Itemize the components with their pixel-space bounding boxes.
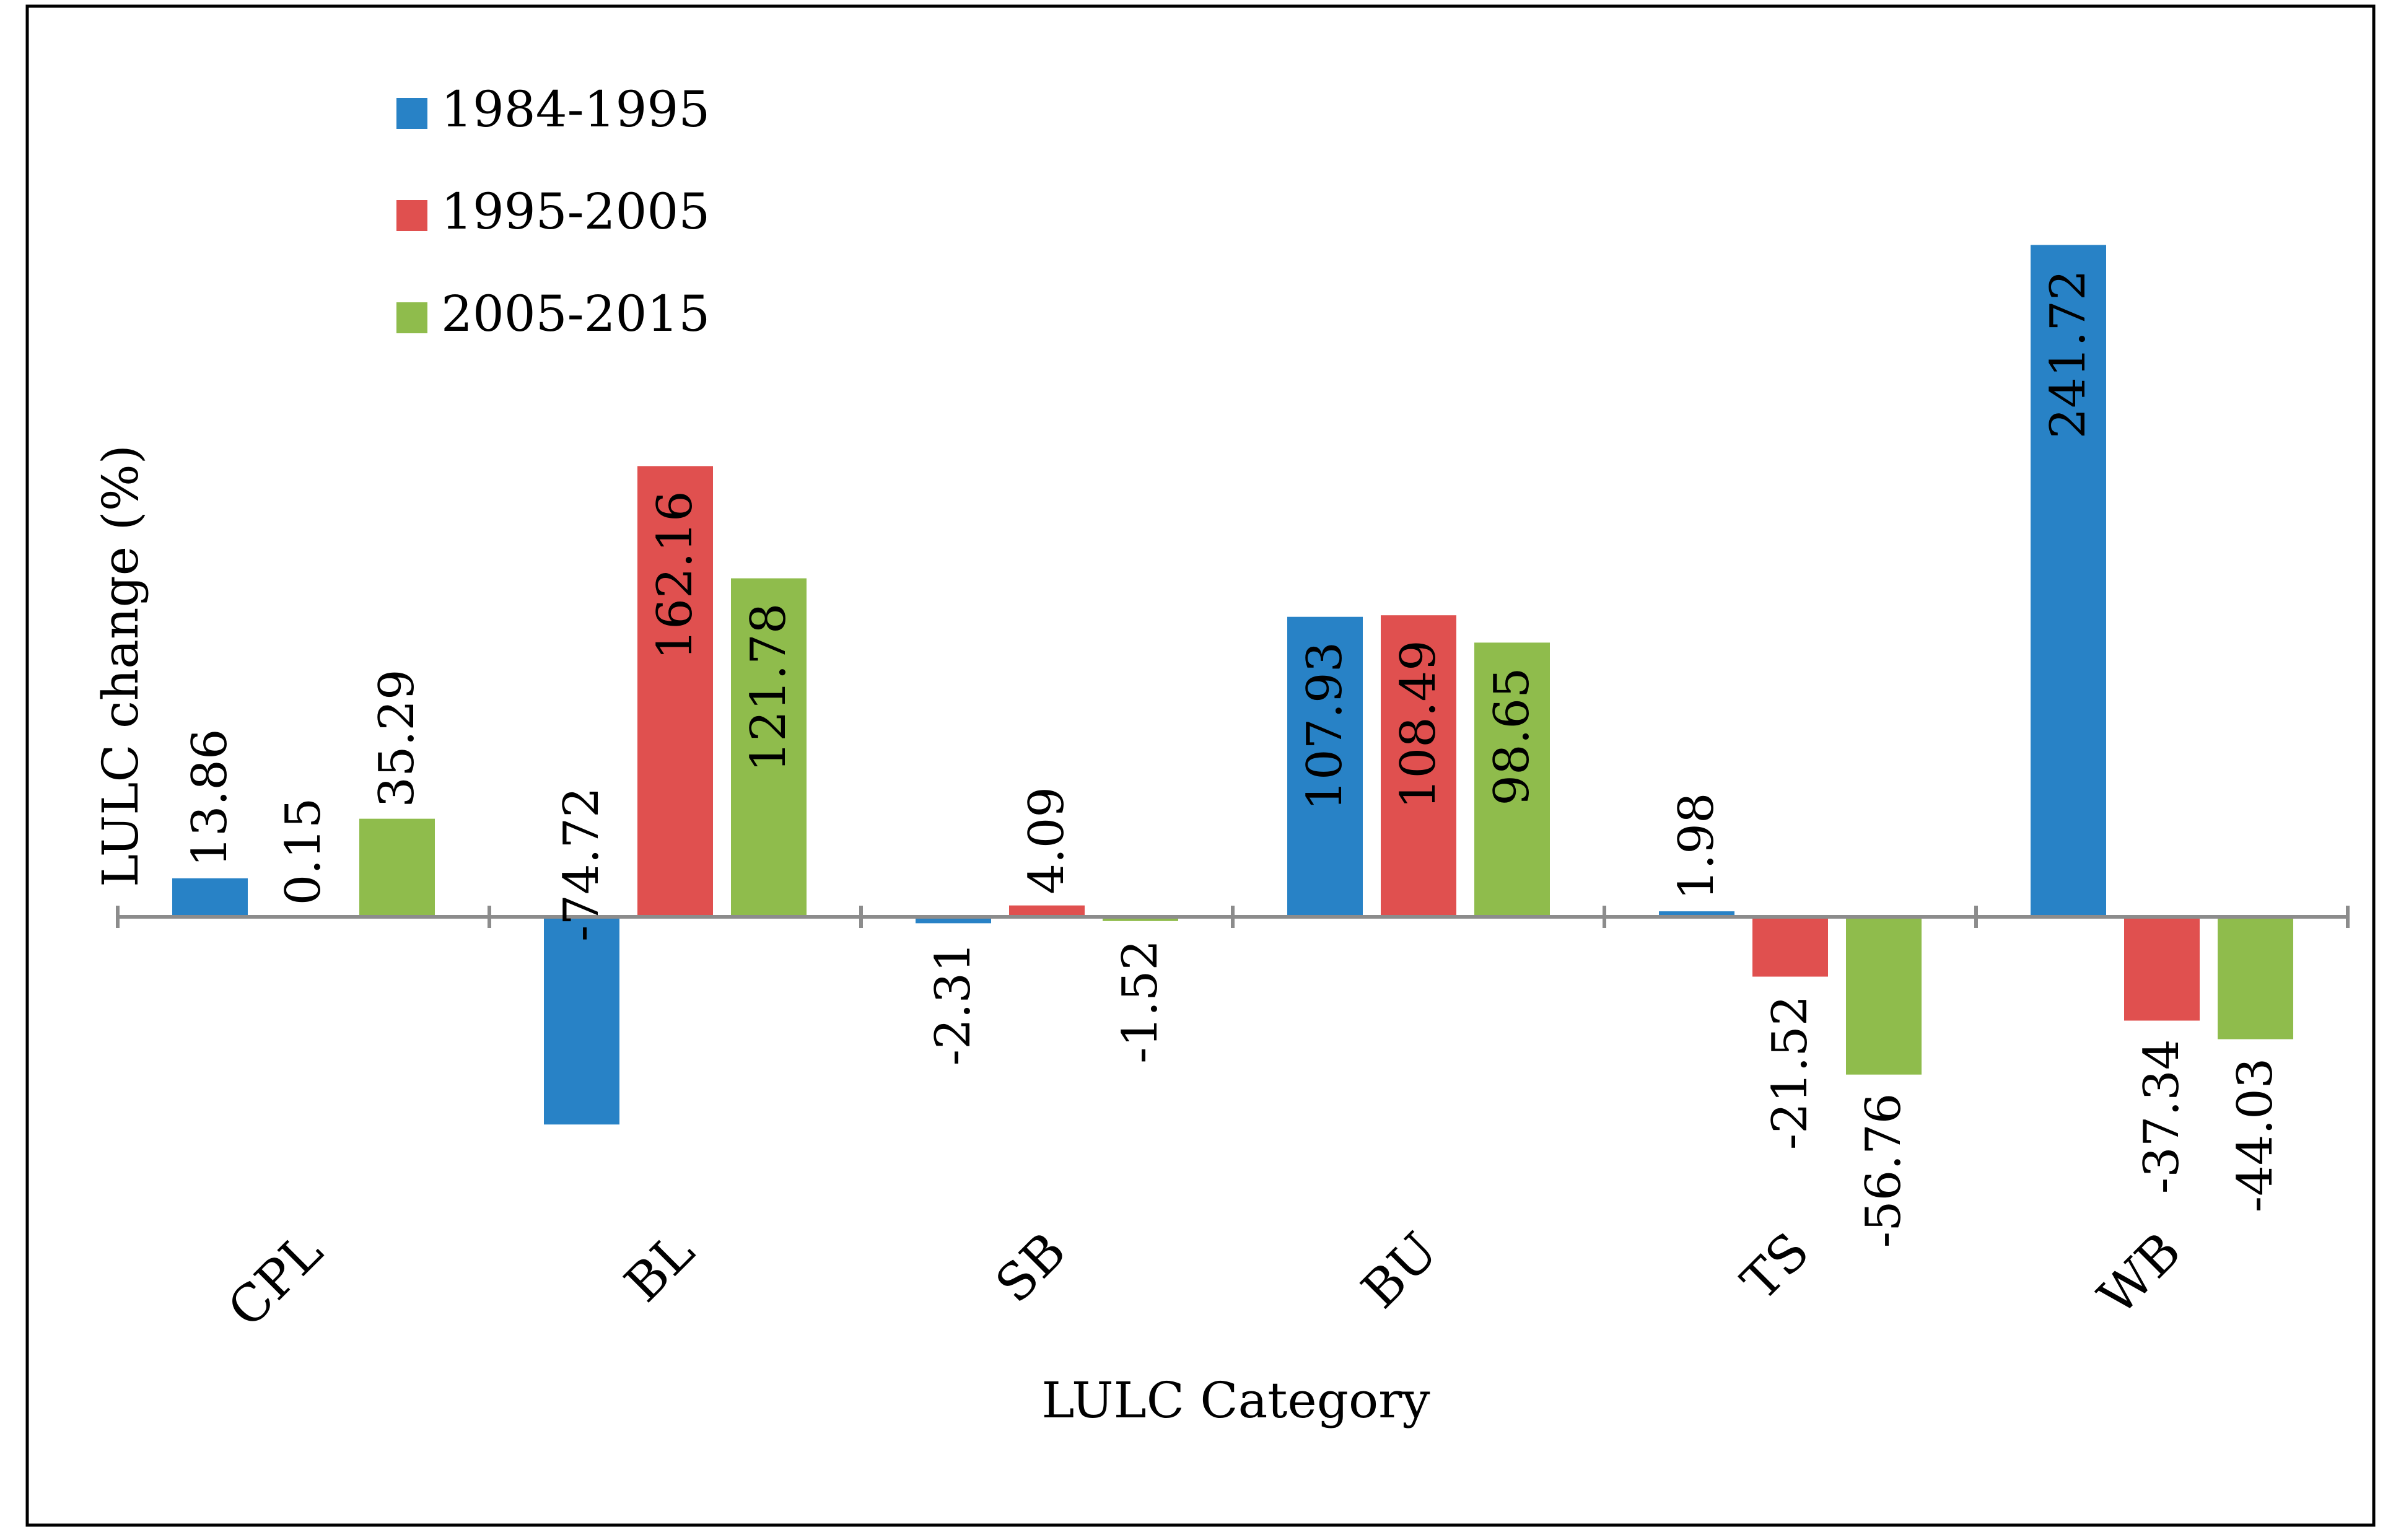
legend-label-1995-2005: 1995-2005 bbox=[441, 183, 710, 240]
data-label-sb-1984-1995: -2.31 bbox=[925, 942, 981, 1065]
data-label-wb-2005-2015: -44.03 bbox=[2228, 1058, 2283, 1213]
bar-ts-1984-1995 bbox=[1659, 911, 1734, 917]
legend: 1984-1995 1995-2005 2005-2015 bbox=[396, 81, 710, 343]
legend-label-2005-2015: 2005-2015 bbox=[441, 285, 710, 343]
data-label-bu-1995-2005: 108.49 bbox=[1391, 640, 1446, 809]
data-label-bu-1984-1995: 107.93 bbox=[1297, 642, 1353, 811]
bar-bl-1984-1995 bbox=[544, 917, 619, 1125]
x-axis-title: LULC Category bbox=[1041, 1372, 1430, 1429]
data-label-bl-1995-2005: 162.16 bbox=[647, 491, 703, 660]
data-label-sb-1995-2005: 4.09 bbox=[1019, 787, 1075, 895]
y-axis-title: LULC change (%) bbox=[92, 445, 149, 887]
legend-swatch-1984-1995 bbox=[396, 98, 427, 129]
bar-wb-1984-1995 bbox=[2031, 245, 2106, 917]
bar-bl-1995-2005 bbox=[637, 466, 713, 917]
bar-cpl-2005-2015 bbox=[359, 818, 435, 917]
data-label-ts-1984-1995: 1.98 bbox=[1669, 792, 1725, 900]
data-label-bl-1984-1995: -74.72 bbox=[554, 787, 610, 942]
data-label-cpl-1984-1995: 13.86 bbox=[182, 728, 238, 867]
bar-wb-1995-2005 bbox=[2124, 917, 2200, 1021]
bar-ts-2005-2015 bbox=[1846, 917, 1922, 1075]
data-label-cpl-1995-2005: 0.15 bbox=[276, 798, 331, 906]
data-label-wb-1995-2005: -37.34 bbox=[2134, 1039, 2190, 1194]
bar-bu-1984-1995 bbox=[1287, 616, 1363, 917]
bar-sb-1995-2005 bbox=[1009, 905, 1085, 917]
legend-label-1984-1995: 1984-1995 bbox=[441, 81, 710, 138]
legend-swatch-2005-2015 bbox=[396, 302, 427, 333]
data-label-sb-2005-2015: -1.52 bbox=[1113, 940, 1168, 1064]
bar-sb-1984-1995 bbox=[916, 917, 991, 924]
bar-bl-2005-2015 bbox=[731, 578, 807, 917]
bar-bu-1995-2005 bbox=[1381, 615, 1456, 917]
bar-bu-2005-2015 bbox=[1474, 642, 1550, 917]
bar-wb-2005-2015 bbox=[2218, 917, 2293, 1039]
data-label-wb-1984-1995: 241.72 bbox=[2040, 269, 2096, 439]
chart-frame bbox=[25, 4, 2376, 1527]
data-label-bl-2005-2015: 121.78 bbox=[741, 603, 797, 772]
data-label-bu-2005-2015: 98.65 bbox=[1484, 667, 1540, 805]
data-label-ts-2005-2015: -56.76 bbox=[1856, 1093, 1912, 1248]
bar-cpl-1984-1995 bbox=[172, 878, 248, 917]
data-label-cpl-2005-2015: 35.29 bbox=[369, 669, 425, 807]
bar-ts-1995-2005 bbox=[1752, 917, 1828, 977]
bar-sb-2005-2015 bbox=[1103, 917, 1178, 921]
legend-swatch-1995-2005 bbox=[396, 200, 427, 231]
data-label-ts-1995-2005: -21.52 bbox=[1762, 995, 1818, 1150]
